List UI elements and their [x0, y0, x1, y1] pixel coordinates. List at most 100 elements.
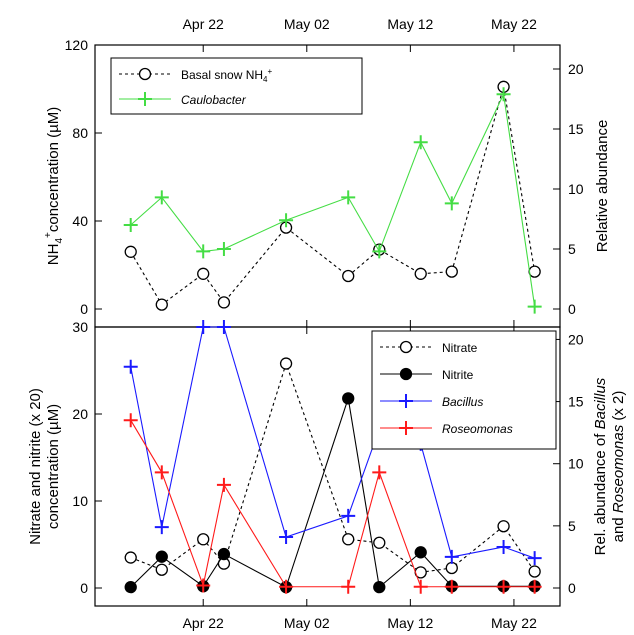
y-tick-label: 0	[80, 301, 88, 317]
data-point	[196, 320, 211, 334]
y-tick-label: 10	[72, 493, 88, 509]
data-point	[279, 579, 294, 594]
data-point	[527, 579, 542, 594]
data-point	[413, 579, 428, 594]
plot-frame	[94, 326, 561, 607]
legend-marker	[399, 421, 413, 435]
y2-tick-label: 20	[568, 331, 584, 347]
legend-label: Bacillus	[442, 395, 483, 409]
data-point	[217, 547, 231, 561]
data-point	[123, 413, 138, 428]
data-point	[217, 296, 231, 309]
y2-axis-title: Relative abundance	[594, 120, 611, 253]
series-line	[130, 86, 536, 306]
series-caulobacter	[123, 87, 542, 314]
y-tick-label: 120	[65, 37, 89, 53]
y2-tick-label: 15	[568, 121, 584, 137]
legend-marker	[399, 340, 413, 354]
data-point	[342, 269, 355, 283]
legend-label: Roseomonas	[442, 422, 513, 436]
legend-marker	[138, 92, 152, 106]
data-point	[124, 245, 137, 258]
y2-axis-title: and Roseomonas (x 2)	[610, 391, 627, 543]
data-point	[445, 265, 458, 278]
x-tick-label: May 02	[284, 16, 330, 32]
y2-tick-label: 5	[568, 518, 576, 534]
data-point	[414, 267, 427, 280]
x-tick-label: May 02	[284, 615, 330, 631]
data-point	[527, 299, 542, 314]
legend-marker	[138, 67, 152, 81]
data-point	[279, 530, 294, 545]
data-point	[373, 536, 386, 549]
y-tick-label: 40	[72, 213, 88, 229]
y2-tick-label: 5	[568, 241, 576, 257]
data-point	[216, 242, 231, 256]
y-axis-title: concentration (µM)	[45, 404, 62, 529]
data-point	[124, 580, 137, 594]
x-tick-label: May 12	[387, 16, 433, 32]
legend: Nitrate Nitrite Bacillus Roseomonas	[371, 330, 557, 450]
x-axis: Apr 22 May 02 May 12 May 22	[183, 16, 537, 327]
data-point	[154, 520, 169, 535]
data-point	[497, 520, 510, 533]
data-point	[123, 359, 138, 374]
data-point	[373, 580, 386, 594]
series-line	[130, 92, 536, 307]
data-point	[496, 87, 511, 102]
y2-tick-label: 20	[568, 61, 584, 77]
data-point	[342, 533, 355, 546]
data-point	[496, 579, 511, 594]
data-point	[413, 135, 428, 150]
x-tick-label: May 22	[491, 16, 537, 32]
data-point	[444, 196, 459, 211]
data-point	[279, 357, 293, 370]
data-point	[123, 218, 138, 232]
data-point	[341, 190, 356, 205]
y-tick-label: 0	[80, 580, 88, 596]
data-point	[341, 508, 356, 523]
data-point	[527, 551, 542, 566]
legend-label: Nitrite	[442, 368, 474, 382]
x-tick-label: Apr 22	[183, 16, 224, 32]
y-axis-right: 0 5 10 15 20	[553, 61, 584, 317]
y2-tick-label: 0	[568, 580, 576, 596]
y-axis-left: 0 10 20 30	[72, 319, 102, 596]
data-point	[197, 267, 210, 280]
y-tick-label: 20	[72, 406, 88, 422]
series-basal-snow-nh4	[124, 80, 541, 311]
y2-axis-title: Rel. abundance of Bacillus	[592, 377, 609, 555]
data-point	[155, 298, 168, 311]
legend-marker	[399, 394, 413, 408]
data-point	[528, 265, 541, 278]
data-point	[414, 546, 427, 559]
legend-marker	[399, 367, 413, 381]
y-tick-label: 80	[72, 125, 88, 141]
data-point	[196, 244, 211, 259]
y-axis-title: Nitrate and nitrite (x 20)	[27, 388, 44, 545]
data-point	[279, 213, 294, 228]
y-axis-left: 0 40 80 120	[65, 37, 102, 317]
legend-label: Caulobacter	[181, 93, 247, 107]
data-point	[155, 550, 168, 563]
data-point	[196, 578, 211, 593]
data-point	[496, 539, 511, 554]
data-point	[124, 551, 137, 564]
y-axis-right: 0 5 10 15 20	[553, 331, 584, 596]
x-tick-label: Apr 22	[183, 615, 224, 631]
data-point	[528, 565, 541, 578]
data-point	[444, 579, 459, 594]
y-axis-title: NH4+concentration (µM)	[43, 107, 65, 265]
data-point	[372, 244, 387, 259]
data-point	[197, 533, 210, 546]
data-point	[444, 549, 459, 564]
legend: Basal snow NH4+ Caulobacter	[110, 57, 363, 115]
top-panel: Apr 22 May 02 May 12 May 22 0 40 80 120 0 5 10 15 20…	[43, 16, 611, 328]
data-point	[372, 465, 387, 480]
data-point	[445, 561, 458, 575]
data-point	[342, 392, 355, 405]
legend-box	[110, 57, 363, 115]
y-tick-label: 30	[72, 319, 88, 335]
data-point	[216, 320, 231, 334]
